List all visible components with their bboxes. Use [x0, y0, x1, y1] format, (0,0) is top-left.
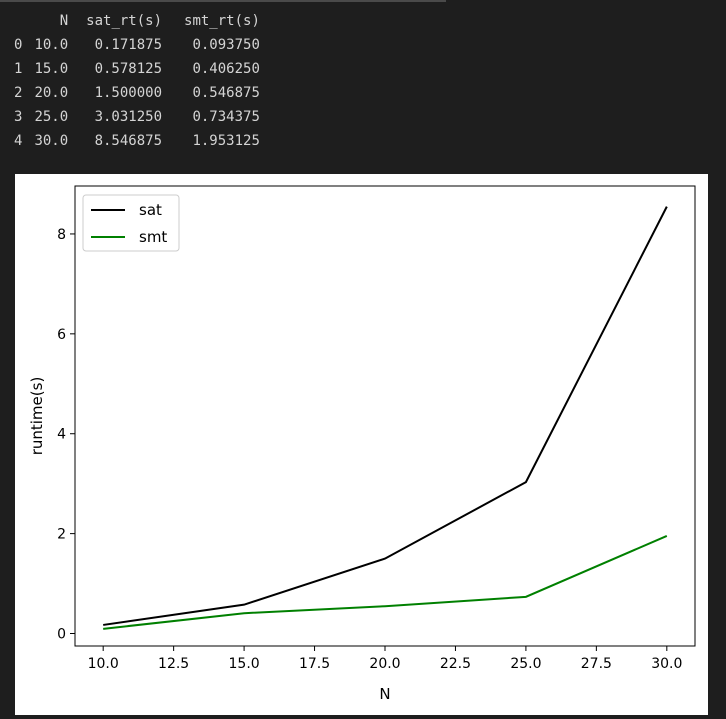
dataframe-cell: 0.406250 — [192, 61, 260, 77]
dataframe-header-cell: N — [59, 13, 69, 29]
x-tick-label: 30.0 — [651, 656, 682, 672]
dataframe-cell: 30.0 — [34, 133, 69, 149]
legend: sat smt — [82, 194, 180, 252]
plot-figure: 10.0 12.5 15.0 17.5 20.0 22.5 25.0 27.5 30.0 0 2 4… — [15, 174, 708, 715]
dataframe-cell: 0.734375 — [192, 109, 260, 125]
dataframe-cell: 25.0 — [34, 109, 69, 125]
dataframe-row: 0 10.0 0.171875 0.093750 — [14, 33, 260, 57]
x-axis-label: N — [379, 685, 390, 703]
x-tick-label: 25.0 — [510, 656, 541, 672]
y-axis-ticks: 0 2 4 6 8 — [57, 227, 75, 643]
dataframe-index-cell: 0 — [14, 37, 23, 53]
dataframe-header-cell: sat_rt(s) — [86, 13, 163, 29]
y-tick-label: 4 — [57, 427, 66, 443]
dataframe-cell: 0.546875 — [192, 85, 260, 101]
axes-frame — [74, 185, 696, 647]
series-line-smt — [103, 535, 668, 630]
series-line-sat — [103, 206, 668, 626]
legend-label: sat — [139, 201, 162, 219]
x-tick-label: 22.5 — [440, 656, 471, 672]
y-axis-label: runtime(s) — [28, 377, 46, 456]
x-tick-label: 12.5 — [158, 656, 189, 672]
y-tick-label: 6 — [57, 327, 66, 343]
y-tick-label: 8 — [57, 227, 66, 243]
dataframe-index-cell: 4 — [14, 133, 23, 149]
y-tick-label: 2 — [57, 527, 66, 543]
dataframe-cell: 3.031250 — [94, 109, 163, 125]
x-axis-ticks: 10.0 12.5 15.0 17.5 20.0 22.5 25.0 27.5 30.0 — [88, 646, 682, 672]
dataframe-index-cell: 3 — [14, 109, 23, 125]
dataframe-cell: 0.578125 — [94, 61, 163, 77]
y-tick-label: 0 — [57, 627, 66, 643]
dataframe-cell: 15.0 — [34, 61, 69, 77]
x-tick-label: 10.0 — [88, 656, 119, 672]
series-layer — [103, 206, 668, 630]
dataframe-cell: 0.171875 — [94, 37, 163, 53]
dataframe-row: 3 25.0 3.031250 0.734375 — [14, 105, 260, 129]
dataframe-index-cell: 2 — [14, 85, 23, 101]
dataframe-row: 4 30.0 8.546875 1.953125 — [14, 129, 260, 153]
dataframe-header-cell — [14, 9, 22, 33]
line-chart: 10.0 12.5 15.0 17.5 20.0 22.5 25.0 27.5 30.0 0 2 4… — [28, 185, 696, 703]
dataframe-row: 2 20.0 1.500000 0.546875 — [14, 81, 260, 105]
dataframe-row: 1 15.0 0.578125 0.406250 — [14, 57, 260, 81]
x-tick-label: 20.0 — [369, 656, 400, 672]
dataframe-cell: 10.0 — [34, 37, 69, 53]
dataframe-header-cell: smt_rt(s) — [184, 13, 260, 29]
dataframe-body: 0 10.0 0.171875 0.093750 1 15.0 0.578125 0.4062… — [14, 33, 260, 153]
x-tick-label: 15.0 — [229, 656, 260, 672]
dataframe-index-cell: 1 — [14, 61, 23, 77]
cell-separator — [0, 0, 446, 2]
dataframe-cell: 0.093750 — [192, 37, 260, 53]
dataframe-cell: 1.500000 — [94, 85, 163, 101]
dataframe-cell: 20.0 — [34, 85, 69, 101]
dataframe-cell: 8.546875 — [94, 133, 163, 149]
legend-label: smt — [139, 228, 167, 246]
dataframe-cell: 1.953125 — [192, 133, 260, 149]
x-tick-label: 17.5 — [299, 656, 330, 672]
x-tick-label: 27.5 — [581, 656, 612, 672]
